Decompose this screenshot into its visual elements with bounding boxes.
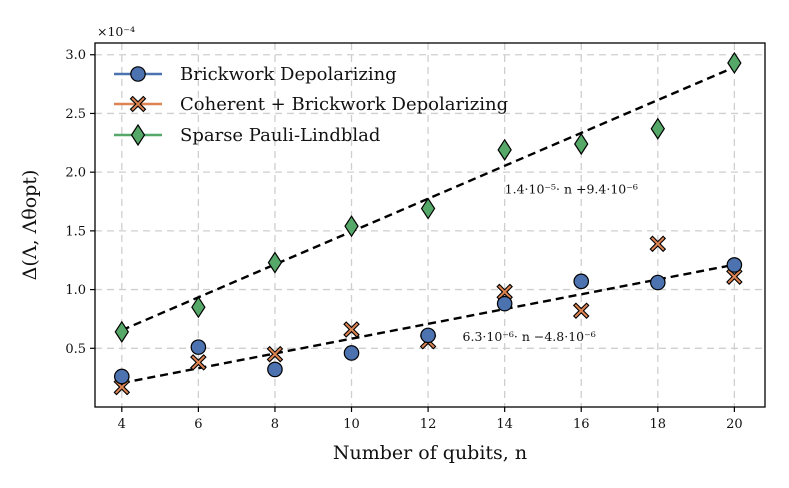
legend-marker — [130, 66, 146, 82]
legend-item-3: Sparse Pauli-Lindblad — [114, 123, 380, 147]
series-3 — [114, 51, 742, 343]
data-point — [190, 354, 207, 371]
data-point — [267, 251, 283, 274]
data-point — [573, 273, 590, 290]
data-point — [190, 339, 207, 355]
data-point — [497, 138, 512, 161]
data-point — [649, 274, 666, 291]
x-axis-title: Number of qubits, n — [333, 442, 527, 464]
legend-marker — [129, 95, 147, 113]
legend-item-1: Brickwork Depolarizing — [114, 64, 397, 85]
fit-line-1 — [121, 66, 735, 332]
data-point — [344, 215, 359, 238]
data-point — [114, 320, 130, 343]
legend-label: Brickwork Depolarizing — [180, 64, 397, 85]
legend-marker — [130, 123, 146, 147]
x-tick-label: 4 — [118, 417, 126, 432]
x-tick-label: 10 — [343, 417, 360, 432]
data-point — [114, 368, 130, 385]
data-point — [727, 51, 742, 75]
grid — [95, 43, 765, 407]
data-point — [267, 361, 283, 378]
y-tick-label: 2.5 — [65, 107, 86, 122]
y-tick-label: 1.5 — [65, 224, 86, 239]
y-tick-label: 3.0 — [65, 48, 86, 63]
data-point — [266, 345, 284, 363]
plot-frame — [94, 42, 766, 408]
y-tick-label: 0.5 — [65, 342, 86, 357]
data-point — [420, 197, 436, 220]
y-scale-label: ×10⁻⁴ — [97, 24, 135, 39]
legend-item-2: Coherent + Brickwork Depolarizing — [114, 94, 508, 115]
data-point — [343, 321, 360, 338]
y-tick-label: 1.0 — [65, 283, 86, 298]
y-axis-title: Δ(Λ, Λθopt) — [19, 170, 41, 281]
data-point — [191, 296, 206, 319]
fit-lines — [121, 66, 735, 385]
x-tick-label: 18 — [650, 417, 667, 432]
data-point — [420, 327, 436, 344]
x-tick-label: 8 — [271, 417, 279, 432]
data-point — [726, 257, 743, 273]
legend-label: Coherent + Brickwork Depolarizing — [180, 94, 508, 115]
axis-ticks: 4 6 8 10 12 14 16 18 20 0.5 1.0 1.5 2.0 2.5 3.0 — [65, 48, 742, 432]
x-tick-label: 12 — [420, 417, 437, 432]
y-tick-label: 2.0 — [65, 166, 86, 181]
fit-labels: 1.4·10⁻⁵· n +9.4·10⁻⁶ 6.3·10⁻⁶· n −4.8·10… — [463, 181, 638, 344]
x-tick-label: 14 — [496, 417, 513, 432]
data-points — [113, 51, 743, 396]
data-point — [650, 117, 666, 140]
data-point — [496, 295, 513, 312]
data-point — [572, 302, 590, 319]
fit-label-1: 1.4·10⁻⁵· n +9.4·10⁻⁶ — [505, 181, 638, 196]
data-point — [343, 345, 360, 361]
fit-label-2: 6.3·10⁻⁶· n −4.8·10⁻⁶ — [463, 329, 596, 344]
x-tick-label: 16 — [573, 417, 590, 432]
legend-label: Sparse Pauli-Lindblad — [180, 125, 380, 146]
x-tick-label: 20 — [726, 417, 743, 432]
data-point — [574, 132, 589, 156]
x-tick-label: 6 — [194, 417, 202, 432]
legend: Brickwork Depolarizing Coherent + Brickwo… — [114, 64, 508, 147]
series-1 — [114, 257, 743, 385]
data-point — [649, 235, 667, 253]
